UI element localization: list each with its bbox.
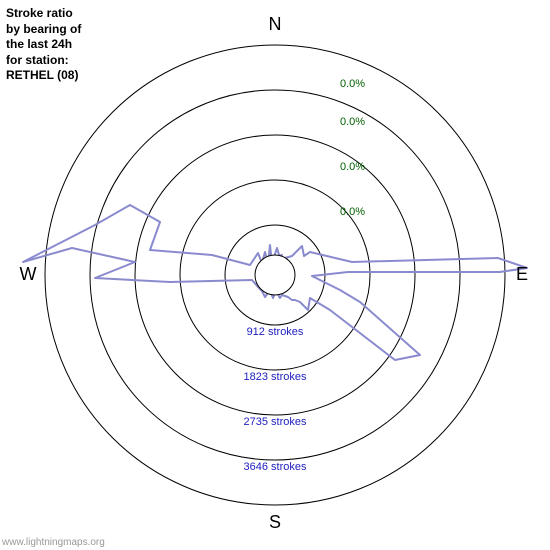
ring-label-strokes: 3646 strokes xyxy=(244,461,307,473)
footer-attribution: www.lightningmaps.org xyxy=(2,537,105,548)
ring-label-percent: 0.0% xyxy=(340,161,365,173)
center-circle xyxy=(255,255,295,295)
compass-label: E xyxy=(516,264,528,284)
title-line: the last 24h xyxy=(6,37,81,53)
chart-title: Stroke ratio by bearing of the last 24h … xyxy=(6,6,81,84)
title-line: by bearing of xyxy=(6,22,81,38)
ring-label-percent: 0.0% xyxy=(340,206,365,218)
ring-label-percent: 0.0% xyxy=(340,116,365,128)
title-line: for station: xyxy=(6,53,81,69)
compass-label: W xyxy=(20,264,37,284)
ring-label-strokes: 1823 strokes xyxy=(244,371,307,383)
compass-label: S xyxy=(269,512,281,532)
ring-label-strokes: 2735 strokes xyxy=(244,416,307,428)
ring-label-percent: 0.0% xyxy=(340,78,365,90)
title-line: Stroke ratio xyxy=(6,6,81,22)
ring-label-strokes: 912 strokes xyxy=(247,326,304,338)
compass-label: N xyxy=(269,14,282,34)
title-line: RETHEL (08) xyxy=(6,68,81,84)
polar-chart: N E S W 912 strokes 1823 strokes 2735 strokes 3… xyxy=(0,0,550,550)
